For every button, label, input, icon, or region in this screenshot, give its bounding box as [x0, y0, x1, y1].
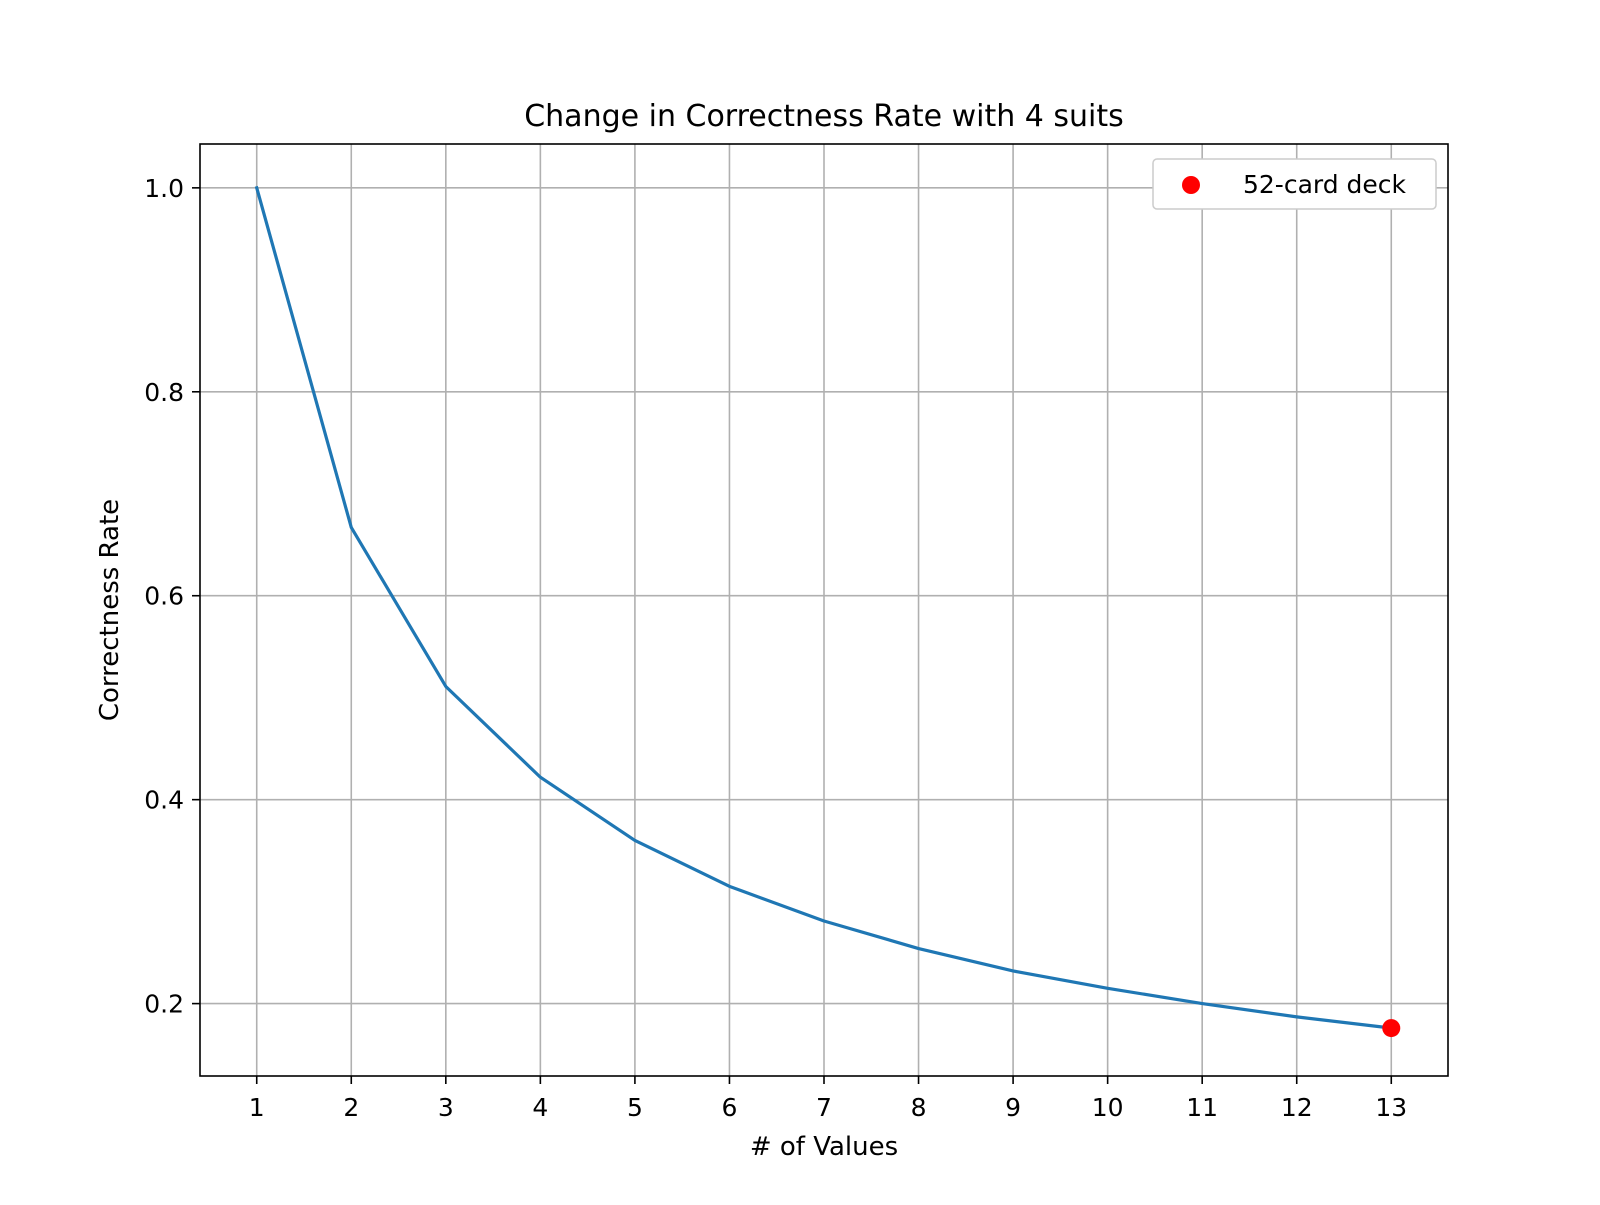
legend-marker-52-card-deck [1182, 176, 1200, 194]
y-tick-label: 0.8 [144, 378, 184, 407]
y-tick-label: 1.0 [144, 174, 184, 203]
chart-title: Change in Correctness Rate with 4 suits [524, 99, 1124, 134]
legend-box [1152, 158, 1437, 210]
x-tick-label: 10 [1092, 1093, 1124, 1122]
x-tick-label: 11 [1186, 1093, 1218, 1122]
highlight-points [1382, 1019, 1401, 1038]
x-tick-label: 5 [627, 1093, 643, 1122]
y-tick-label: 0.4 [144, 786, 184, 815]
legend: 52-card deck [1152, 158, 1437, 210]
x-tick-label: 7 [816, 1093, 832, 1122]
data-point-52-card-deck [1382, 1019, 1401, 1038]
x-tick-label: 13 [1375, 1093, 1407, 1122]
x-tick-label: 8 [911, 1093, 927, 1122]
y-tick-label: 0.2 [144, 990, 184, 1019]
grid [200, 144, 1448, 1076]
y-axis-label: Correctness Rate [95, 499, 125, 721]
x-tick-label: 3 [438, 1093, 454, 1122]
x-tick-label: 4 [532, 1093, 548, 1122]
series-line-0 [254, 185, 1394, 1030]
series-layer [254, 185, 1394, 1030]
x-tick-label: 1 [249, 1093, 265, 1122]
x-axis-label: # of Values [750, 1132, 898, 1162]
axis-ticks: 1 2 3 4 5 6 7 8 9 10 11 12 130.20.40.60.81.0 [144, 174, 1407, 1122]
x-tick-label: 9 [1005, 1093, 1021, 1122]
legend-label: 52-card deck [1243, 170, 1407, 199]
x-tick-label: 6 [722, 1093, 738, 1122]
y-tick-label: 0.6 [144, 582, 184, 611]
x-tick-label: 12 [1281, 1093, 1313, 1122]
x-tick-label: 2 [343, 1093, 359, 1122]
